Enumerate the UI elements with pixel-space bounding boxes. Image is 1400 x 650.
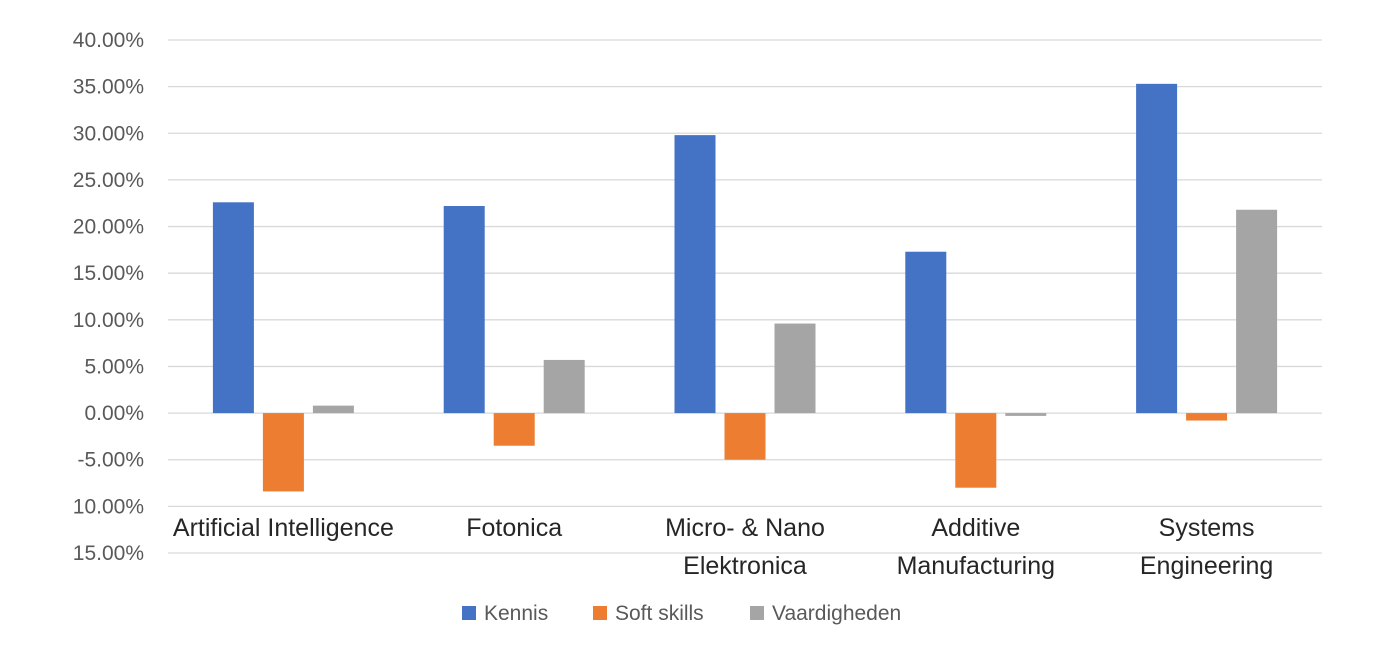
bar-vaardigheden <box>1236 209 1278 414</box>
y-tick-label: 0.00% <box>84 402 144 425</box>
bar-kennis <box>212 202 254 414</box>
y-tick-label: 35.00% <box>73 76 144 99</box>
y-tick-label: 30.00% <box>73 122 144 145</box>
category-label: Fotonica <box>466 514 562 542</box>
bar-vaardigheden <box>774 323 816 414</box>
legend-label: Soft skills <box>615 602 704 625</box>
bar-soft-skills <box>262 413 304 492</box>
y-tick-label: 10.00% <box>73 309 144 332</box>
y-tick-label: 10.00% <box>73 495 144 518</box>
bar-vaardigheden <box>543 359 585 414</box>
bar-kennis <box>1136 83 1178 414</box>
legend-swatch <box>750 606 764 620</box>
category-label: Artificial Intelligence <box>173 514 394 542</box>
category-label: Systems Engineering <box>1140 514 1273 580</box>
bars <box>212 83 1278 492</box>
legend-label: Vaardigheden <box>772 602 901 625</box>
category-label: Micro- & Nano Elektronica <box>665 514 825 580</box>
bar-soft-skills <box>955 413 997 488</box>
category-label: Additive Manufacturing <box>897 514 1055 580</box>
y-axis-tick-labels: 40.00% 35.00% 30.00% 25.00% 20.00% 15.00% 10.0… <box>73 29 144 565</box>
y-tick-label: 5.00% <box>84 355 144 378</box>
bar-soft-skills <box>493 413 535 446</box>
y-tick-label: 20.00% <box>73 216 144 239</box>
y-tick-label: -5.00% <box>77 449 144 472</box>
bar-kennis <box>674 135 716 414</box>
legend: Kennis Soft skills Vaardigheden <box>462 602 901 625</box>
y-tick-label: 15.00% <box>73 542 144 565</box>
legend-label: Kennis <box>484 602 548 625</box>
y-tick-label: 25.00% <box>73 169 144 192</box>
y-tick-label: 40.00% <box>73 29 144 52</box>
bar-kennis <box>905 251 947 414</box>
legend-swatch <box>462 606 476 620</box>
bar-vaardigheden <box>312 405 354 414</box>
bar-soft-skills <box>724 413 766 460</box>
bar-soft-skills <box>1186 413 1228 421</box>
y-tick-label: 15.00% <box>73 262 144 285</box>
category-labels: Artificial Intelligence Fotonica Micro- & … <box>173 514 1273 580</box>
bar-vaardigheden <box>1005 413 1047 416</box>
legend-swatch <box>593 606 607 620</box>
bar-kennis <box>443 206 485 414</box>
